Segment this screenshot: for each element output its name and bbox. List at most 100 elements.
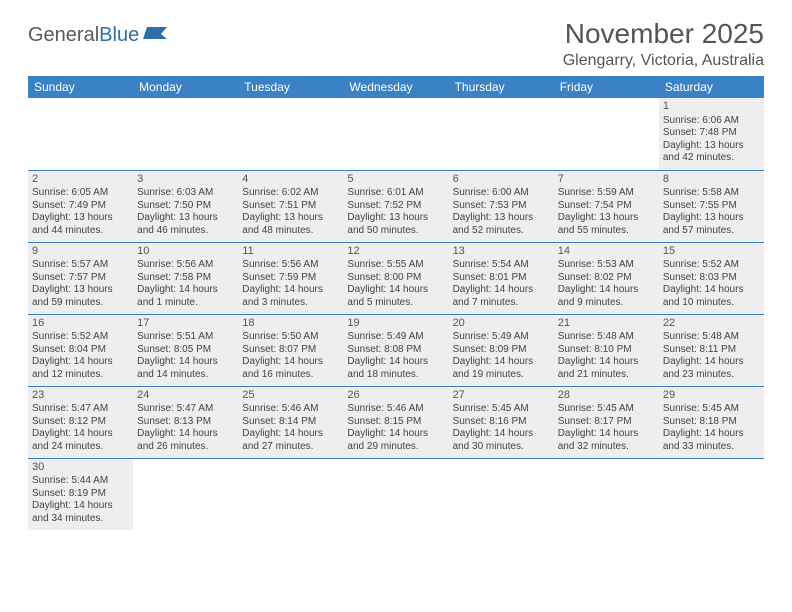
daylight-text: and 23 minutes. xyxy=(663,369,760,382)
daylight-text: and 44 minutes. xyxy=(32,225,129,238)
sunset-text: Sunset: 8:19 PM xyxy=(32,488,129,501)
daylight-text: Daylight: 14 hours xyxy=(137,356,234,369)
daylight-text: Daylight: 14 hours xyxy=(137,284,234,297)
sunset-text: Sunset: 8:02 PM xyxy=(558,272,655,285)
daylight-text: and 14 minutes. xyxy=(137,369,234,382)
daylight-text: and 12 minutes. xyxy=(32,369,129,382)
daylight-text: and 33 minutes. xyxy=(663,441,760,454)
sunrise-text: Sunrise: 5:48 AM xyxy=(663,331,760,344)
dow-fri: Friday xyxy=(554,76,659,98)
sunrise-text: Sunrise: 5:51 AM xyxy=(137,331,234,344)
sunset-text: Sunset: 7:52 PM xyxy=(347,200,444,213)
sunrise-text: Sunrise: 6:01 AM xyxy=(347,187,444,200)
sunset-text: Sunset: 8:18 PM xyxy=(663,416,760,429)
day-number: 14 xyxy=(558,245,655,259)
sunrise-text: Sunrise: 5:49 AM xyxy=(347,331,444,344)
daylight-text: and 30 minutes. xyxy=(453,441,550,454)
day-number: 10 xyxy=(137,245,234,259)
calendar-cell xyxy=(449,98,554,170)
daylight-text: and 3 minutes. xyxy=(242,297,339,310)
daylight-text: and 32 minutes. xyxy=(558,441,655,454)
daylight-text: Daylight: 14 hours xyxy=(347,428,444,441)
calendar-week: 16Sunrise: 5:52 AMSunset: 8:04 PMDayligh… xyxy=(28,314,764,386)
calendar-cell: 25Sunrise: 5:46 AMSunset: 8:14 PMDayligh… xyxy=(238,386,343,458)
brand-logo: GeneralBlue xyxy=(28,24,169,47)
daylight-text: Daylight: 14 hours xyxy=(663,356,760,369)
sunset-text: Sunset: 7:50 PM xyxy=(137,200,234,213)
sunrise-text: Sunrise: 5:45 AM xyxy=(453,403,550,416)
daylight-text: Daylight: 14 hours xyxy=(347,356,444,369)
sunset-text: Sunset: 8:13 PM xyxy=(137,416,234,429)
daylight-text: Daylight: 13 hours xyxy=(32,212,129,225)
sunset-text: Sunset: 7:53 PM xyxy=(453,200,550,213)
calendar-week: 1Sunrise: 6:06 AMSunset: 7:48 PMDaylight… xyxy=(28,98,764,170)
sunrise-text: Sunrise: 6:02 AM xyxy=(242,187,339,200)
calendar-cell xyxy=(343,458,448,530)
day-number: 13 xyxy=(453,245,550,259)
sunrise-text: Sunrise: 5:45 AM xyxy=(558,403,655,416)
location: Glengarry, Victoria, Australia xyxy=(563,52,764,70)
calendar-cell: 9Sunrise: 5:57 AMSunset: 7:57 PMDaylight… xyxy=(28,242,133,314)
calendar-cell xyxy=(28,98,133,170)
daylight-text: Daylight: 14 hours xyxy=(242,428,339,441)
sunrise-text: Sunrise: 5:57 AM xyxy=(32,259,129,272)
day-number: 21 xyxy=(558,317,655,331)
calendar-cell: 10Sunrise: 5:56 AMSunset: 7:58 PMDayligh… xyxy=(133,242,238,314)
day-number: 2 xyxy=(32,173,129,187)
daylight-text: and 27 minutes. xyxy=(242,441,339,454)
calendar-cell: 11Sunrise: 5:56 AMSunset: 7:59 PMDayligh… xyxy=(238,242,343,314)
sunrise-text: Sunrise: 6:03 AM xyxy=(137,187,234,200)
sunset-text: Sunset: 8:08 PM xyxy=(347,344,444,357)
sunset-text: Sunset: 7:48 PM xyxy=(663,127,760,140)
brand-word1: General xyxy=(28,24,99,47)
calendar-cell: 1Sunrise: 6:06 AMSunset: 7:48 PMDaylight… xyxy=(659,98,764,170)
sunset-text: Sunset: 7:51 PM xyxy=(242,200,339,213)
calendar-cell: 7Sunrise: 5:59 AMSunset: 7:54 PMDaylight… xyxy=(554,170,659,242)
calendar-cell xyxy=(238,98,343,170)
calendar-cell xyxy=(554,98,659,170)
sunrise-text: Sunrise: 6:06 AM xyxy=(663,115,760,128)
sunset-text: Sunset: 7:57 PM xyxy=(32,272,129,285)
brand-word2: Blue xyxy=(99,24,139,47)
calendar-cell: 19Sunrise: 5:49 AMSunset: 8:08 PMDayligh… xyxy=(343,314,448,386)
daylight-text: Daylight: 14 hours xyxy=(453,284,550,297)
calendar-week: 2Sunrise: 6:05 AMSunset: 7:49 PMDaylight… xyxy=(28,170,764,242)
daylight-text: Daylight: 13 hours xyxy=(347,212,444,225)
dow-mon: Monday xyxy=(133,76,238,98)
sunset-text: Sunset: 8:16 PM xyxy=(453,416,550,429)
calendar-cell: 16Sunrise: 5:52 AMSunset: 8:04 PMDayligh… xyxy=(28,314,133,386)
daylight-text: Daylight: 14 hours xyxy=(32,500,129,513)
calendar-cell: 14Sunrise: 5:53 AMSunset: 8:02 PMDayligh… xyxy=(554,242,659,314)
daylight-text: Daylight: 13 hours xyxy=(453,212,550,225)
daylight-text: Daylight: 13 hours xyxy=(242,212,339,225)
day-number: 3 xyxy=(137,173,234,187)
sunrise-text: Sunrise: 5:48 AM xyxy=(558,331,655,344)
sunrise-text: Sunrise: 5:47 AM xyxy=(137,403,234,416)
daylight-text: Daylight: 14 hours xyxy=(558,284,655,297)
day-number: 22 xyxy=(663,317,760,331)
calendar-cell xyxy=(343,98,448,170)
sunrise-text: Sunrise: 5:56 AM xyxy=(242,259,339,272)
sunset-text: Sunset: 8:10 PM xyxy=(558,344,655,357)
day-number: 20 xyxy=(453,317,550,331)
sunset-text: Sunset: 7:55 PM xyxy=(663,200,760,213)
day-number: 17 xyxy=(137,317,234,331)
day-number: 28 xyxy=(558,389,655,403)
calendar-cell xyxy=(449,458,554,530)
day-number: 6 xyxy=(453,173,550,187)
sunrise-text: Sunrise: 5:54 AM xyxy=(453,259,550,272)
sunrise-text: Sunrise: 5:59 AM xyxy=(558,187,655,200)
day-number: 7 xyxy=(558,173,655,187)
dow-sun: Sunday xyxy=(28,76,133,98)
sunset-text: Sunset: 7:54 PM xyxy=(558,200,655,213)
calendar-cell: 4Sunrise: 6:02 AMSunset: 7:51 PMDaylight… xyxy=(238,170,343,242)
daylight-text: and 26 minutes. xyxy=(137,441,234,454)
sunset-text: Sunset: 8:12 PM xyxy=(32,416,129,429)
sunset-text: Sunset: 8:03 PM xyxy=(663,272,760,285)
day-number: 26 xyxy=(347,389,444,403)
daylight-text: Daylight: 14 hours xyxy=(663,284,760,297)
sunset-text: Sunset: 8:00 PM xyxy=(347,272,444,285)
sunrise-text: Sunrise: 5:56 AM xyxy=(137,259,234,272)
calendar-cell: 22Sunrise: 5:48 AMSunset: 8:11 PMDayligh… xyxy=(659,314,764,386)
dow-sat: Saturday xyxy=(659,76,764,98)
